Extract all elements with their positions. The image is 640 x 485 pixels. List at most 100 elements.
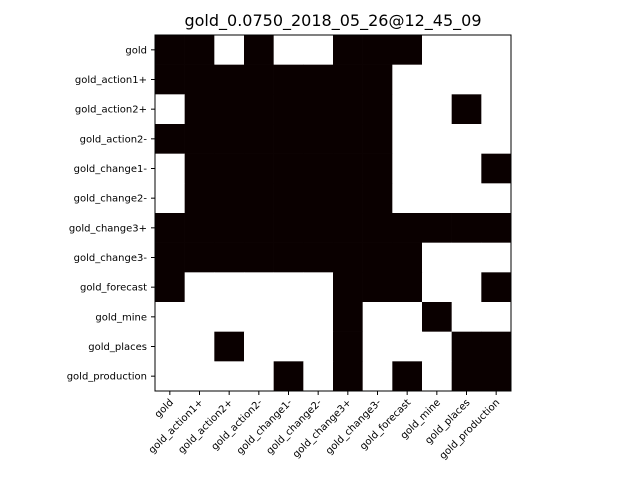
heatmap-cell xyxy=(273,35,304,65)
x-tick-label: gold xyxy=(153,397,176,420)
heatmap-cell xyxy=(362,124,393,154)
heatmap-cell xyxy=(451,35,482,65)
heatmap-cell xyxy=(481,183,512,214)
heatmap-cell xyxy=(481,35,512,65)
heatmap-cell xyxy=(273,361,304,392)
heatmap-cell xyxy=(362,361,393,392)
heatmap-cell xyxy=(214,124,245,154)
heatmap-cell xyxy=(214,213,245,243)
heatmap-cell xyxy=(422,331,452,362)
heatmap-cell xyxy=(422,272,452,303)
heatmap-cell xyxy=(333,242,363,273)
heatmap-cell xyxy=(244,242,274,273)
y-tick-label: gold_change3- xyxy=(74,253,148,264)
heatmap-cell xyxy=(273,64,304,95)
heatmap-cell xyxy=(273,213,304,243)
y-tick-label: gold_change1- xyxy=(74,164,148,175)
heatmap-cell xyxy=(333,64,363,95)
heatmap-cell xyxy=(155,331,185,362)
heatmap-cell xyxy=(244,361,274,392)
heatmap-cell xyxy=(362,331,393,362)
heatmap-cell xyxy=(481,361,512,392)
y-tick-label: gold_action2+ xyxy=(75,105,147,116)
heatmap-cell xyxy=(422,213,452,243)
heatmap-cell xyxy=(451,64,482,95)
heatmap-cell xyxy=(392,242,423,273)
y-tick-label: gold_change3+ xyxy=(69,223,147,234)
heatmap-cell xyxy=(422,302,452,332)
heatmap-cell xyxy=(392,302,423,332)
heatmap-cell xyxy=(303,213,334,243)
x-axis: goldgold_action1+gold_action2+gold_actio… xyxy=(147,391,502,462)
heatmap-cell xyxy=(244,124,274,154)
heatmap-cell xyxy=(481,302,512,332)
heatmap-cell xyxy=(451,124,482,154)
heatmap-cell xyxy=(155,124,185,154)
heatmap-cell xyxy=(481,213,512,243)
heatmap-cell xyxy=(451,302,482,332)
heatmap-cell xyxy=(392,64,423,95)
heatmap-cell xyxy=(481,94,512,125)
heatmap-cell xyxy=(451,183,482,214)
heatmap-cell xyxy=(422,242,452,273)
y-tick-label: gold xyxy=(125,45,147,56)
heatmap-cell xyxy=(392,124,423,154)
heatmap-cell xyxy=(303,361,334,392)
heatmap-cell xyxy=(303,94,334,125)
heatmap-cell xyxy=(155,153,185,184)
y-axis: gold gold_action1+ gold_action2+ gold_actio… xyxy=(67,45,155,383)
heatmap-cell xyxy=(451,331,482,362)
heatmap-cell xyxy=(392,213,423,243)
heatmap-cell xyxy=(333,35,363,65)
heatmap-cell xyxy=(362,302,393,332)
heatmap-cell xyxy=(244,183,274,214)
heatmap-cell xyxy=(214,361,245,392)
heatmap-cell xyxy=(155,64,185,95)
heatmap-cell xyxy=(303,64,334,95)
heatmap-cell xyxy=(333,124,363,154)
heatmap-cell xyxy=(451,94,482,125)
heatmap-cell xyxy=(451,213,482,243)
heatmap-cell xyxy=(333,331,363,362)
heatmap-cell xyxy=(303,183,334,214)
heatmap-cell xyxy=(214,272,245,303)
heatmap-cell xyxy=(184,64,215,95)
heatmap-cell xyxy=(214,183,245,214)
y-tick-label: gold_action1+ xyxy=(75,75,147,86)
heatmap-cell xyxy=(155,213,185,243)
heatmap-cell xyxy=(214,242,245,273)
heatmap-cell xyxy=(244,272,274,303)
y-tick-label: gold_action2- xyxy=(80,134,148,145)
heatmap-cell xyxy=(155,183,185,214)
heatmap-cell xyxy=(362,183,393,214)
heatmap-cell xyxy=(422,124,452,154)
heatmap-cell xyxy=(333,153,363,184)
y-tick-label: gold_change2- xyxy=(74,194,148,205)
heatmap-cell xyxy=(273,124,304,154)
heatmap-cell xyxy=(451,153,482,184)
heatmap-cell xyxy=(451,361,482,392)
heatmap-cell xyxy=(481,331,512,362)
heatmap-cell xyxy=(184,302,215,332)
heatmap-cell xyxy=(362,242,393,273)
heatmap-cell xyxy=(333,361,363,392)
heatmap-cell xyxy=(184,94,215,125)
heatmap-cell xyxy=(303,242,334,273)
heatmap-cell xyxy=(155,242,185,273)
heatmap-cell xyxy=(481,124,512,154)
heatmap-cell xyxy=(392,272,423,303)
y-tick-label: gold_forecast xyxy=(80,283,147,294)
heatmap-cell xyxy=(244,94,274,125)
heatmap-cell xyxy=(481,64,512,95)
heatmap-cell xyxy=(422,361,452,392)
heatmap-cell xyxy=(481,242,512,273)
heatmap-cell xyxy=(422,64,452,95)
heatmap-cell xyxy=(184,124,215,154)
heatmap-cell xyxy=(184,272,215,303)
heatmap-cell xyxy=(333,213,363,243)
heatmap-cell xyxy=(273,94,304,125)
heatmap-cell xyxy=(333,272,363,303)
heatmap-cell xyxy=(392,94,423,125)
heatmap-cells xyxy=(155,35,512,392)
heatmap-cell xyxy=(273,302,304,332)
